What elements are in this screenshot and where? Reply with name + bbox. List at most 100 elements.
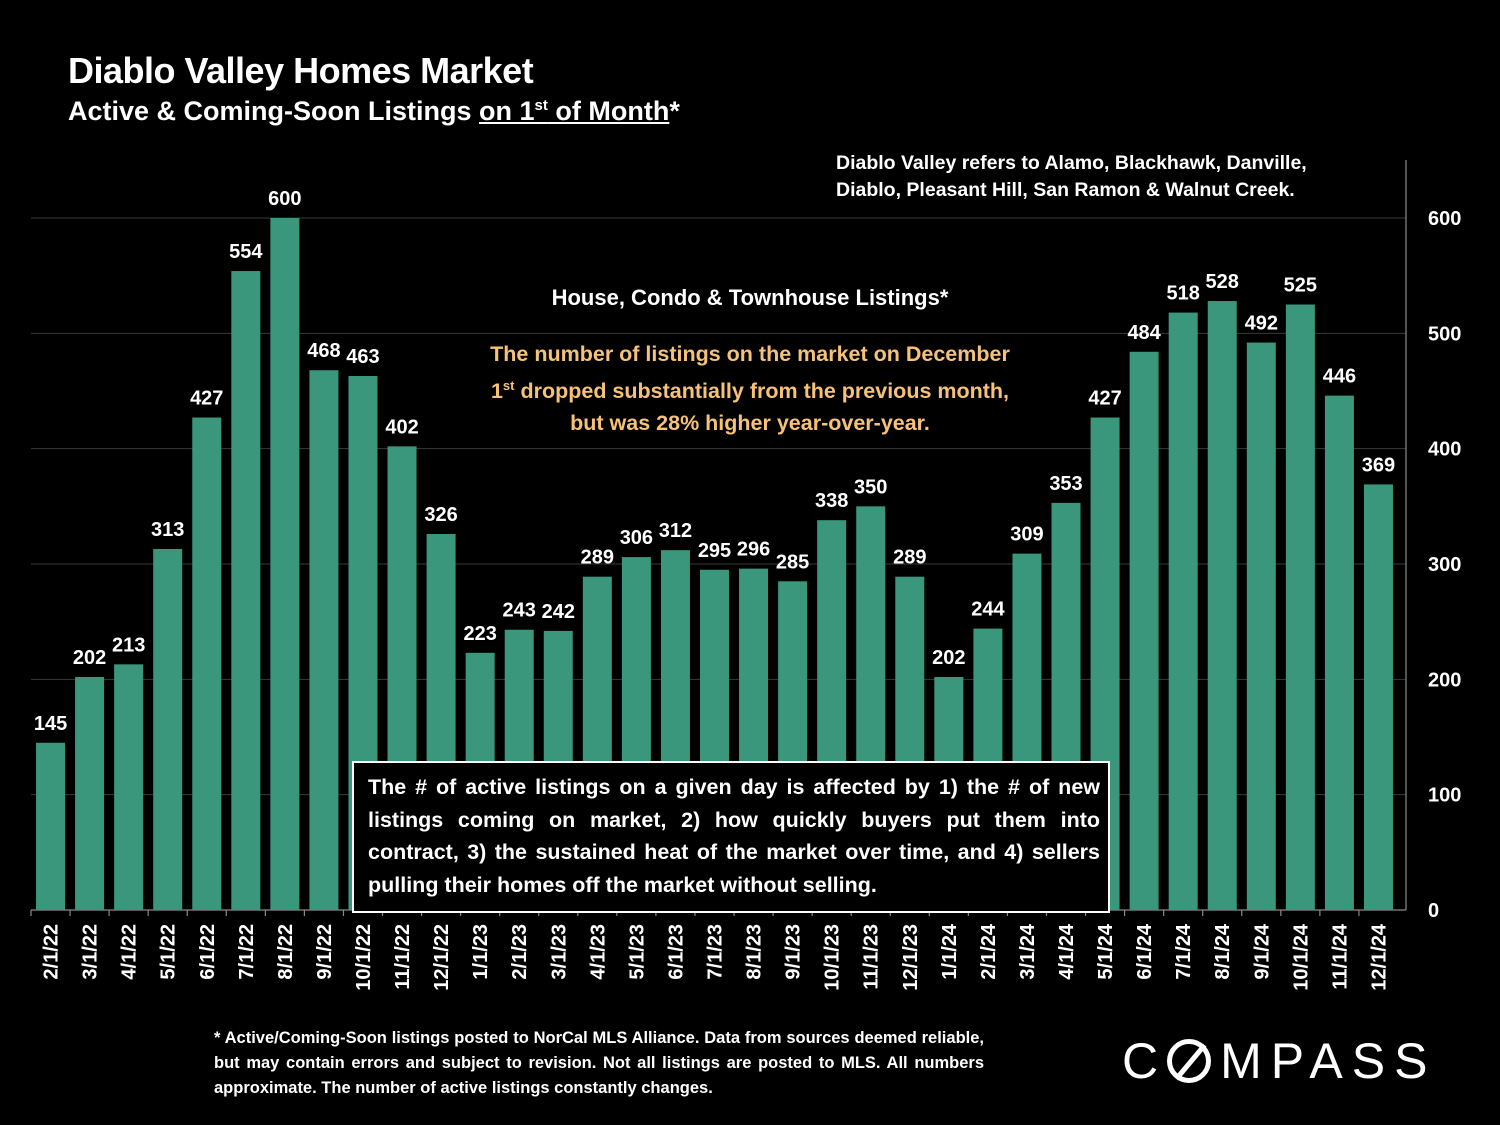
x-tick-label: 8/1/24 xyxy=(1212,923,1234,979)
data-label: 518 xyxy=(1166,283,1199,305)
data-label: 326 xyxy=(424,504,457,526)
data-label: 402 xyxy=(385,416,418,438)
bar xyxy=(1363,484,1393,910)
data-label: 528 xyxy=(1206,271,1239,293)
x-tick-label: 5/1/23 xyxy=(626,924,648,980)
x-tick-label: 4/1/24 xyxy=(1056,923,1078,979)
footnote: * Active/Coming-Soon listings posted to … xyxy=(214,1029,984,1097)
data-label: 525 xyxy=(1284,275,1317,297)
x-tick-label: 8/1/23 xyxy=(744,924,766,980)
x-tick-label: 6/1/24 xyxy=(1134,923,1156,979)
x-tick-label: 12/1/23 xyxy=(900,924,922,991)
bar xyxy=(1207,301,1237,910)
x-tick-label: 5/1/22 xyxy=(158,924,180,980)
x-tick-label: 10/1/23 xyxy=(822,924,844,991)
x-tick-label: 9/1/24 xyxy=(1251,923,1273,979)
data-label: 313 xyxy=(151,519,184,541)
data-label: 463 xyxy=(346,346,379,368)
y-tick-label: 0 xyxy=(1428,900,1439,922)
bar xyxy=(75,677,105,910)
insight-line-3: but was 28% higher year-over-year. xyxy=(570,411,930,436)
data-label: 427 xyxy=(190,388,223,410)
data-label: 309 xyxy=(1010,524,1043,546)
data-label: 242 xyxy=(542,601,575,623)
y-tick-label: 600 xyxy=(1428,208,1461,230)
x-tick-label: 12/1/22 xyxy=(431,924,453,991)
data-label: 468 xyxy=(307,340,340,362)
x-tick-label: 11/1/23 xyxy=(861,924,883,990)
subtitle-asterisk: * xyxy=(669,96,680,126)
chart-subtitle: Active & Coming-Soon Listings on 1st of … xyxy=(68,96,680,127)
subtitle-prefix: Active & Coming-Soon Listings xyxy=(68,96,480,126)
data-label: 202 xyxy=(932,647,965,669)
x-tick-label: 1/1/23 xyxy=(470,924,492,980)
y-tick-label: 500 xyxy=(1428,323,1461,345)
data-label: 289 xyxy=(581,547,614,569)
insight-note: The number of listings on the market on … xyxy=(440,338,1060,439)
x-tick-label: 10/1/24 xyxy=(1290,923,1312,991)
x-tick-label: 2/1/24 xyxy=(978,923,1000,979)
x-tick-label: 2/1/23 xyxy=(509,924,531,980)
x-tick-label: 7/1/24 xyxy=(1173,923,1195,979)
bar xyxy=(153,549,183,910)
compass-o-icon xyxy=(1167,1039,1212,1083)
data-label: 312 xyxy=(659,520,692,542)
bar xyxy=(270,218,300,910)
explanation-box: The # of active listings on a given day … xyxy=(352,761,1110,913)
insight-line-2-num: 1 xyxy=(490,379,503,404)
data-label: 427 xyxy=(1088,388,1121,410)
x-tick-label: 3/1/23 xyxy=(548,924,570,980)
compass-logo: C MPASS xyxy=(1122,1032,1436,1090)
x-tick-label: 1/1/24 xyxy=(939,923,961,979)
bar xyxy=(1324,395,1354,910)
data-label: 306 xyxy=(620,527,653,549)
bar xyxy=(1285,304,1315,910)
data-label: 244 xyxy=(971,599,1005,621)
bar xyxy=(1168,312,1198,910)
x-tick-label: 3/1/22 xyxy=(80,924,102,980)
x-tick-label: 10/1/22 xyxy=(353,924,375,991)
x-tick-label: 4/1/22 xyxy=(119,924,141,980)
bar xyxy=(192,417,222,910)
data-label: 213 xyxy=(112,634,145,656)
y-tick-label: 100 xyxy=(1428,785,1461,807)
y-tick-label: 400 xyxy=(1428,439,1461,461)
subtitle-underlined: on 1st of Month xyxy=(479,96,669,126)
x-tick-label: 12/1/24 xyxy=(1368,923,1390,991)
bar xyxy=(114,664,144,910)
x-tick-label: 9/1/23 xyxy=(783,924,805,980)
x-tick-label: 3/1/24 xyxy=(1017,923,1039,979)
bar xyxy=(309,370,339,910)
data-label: 223 xyxy=(463,623,496,645)
subtitle-superscript: st xyxy=(534,97,548,114)
y-tick-label: 300 xyxy=(1428,554,1461,576)
x-tick-label: 7/1/23 xyxy=(705,924,727,980)
data-label: 285 xyxy=(776,551,809,573)
x-tick-label: 6/1/23 xyxy=(665,924,687,980)
bar xyxy=(1129,351,1159,911)
insight-line-1: The number of listings on the market on … xyxy=(490,342,1010,366)
insight-line-2-rest: dropped substantially from the previous … xyxy=(514,379,1010,404)
x-tick-label: 2/1/22 xyxy=(41,924,63,980)
data-label: 600 xyxy=(268,188,301,210)
region-note: Diablo Valley refers to Alamo, Blackhawk… xyxy=(836,152,1307,201)
data-label: 353 xyxy=(1049,473,1082,495)
data-label: 145 xyxy=(34,713,67,735)
data-label: 446 xyxy=(1323,366,1356,388)
x-tick-label: 11/1/24 xyxy=(1329,923,1351,990)
x-tick-label: 4/1/23 xyxy=(587,924,609,980)
x-tick-label: 11/1/22 xyxy=(392,924,414,990)
x-tick-label: 8/1/22 xyxy=(275,924,297,980)
data-label: 338 xyxy=(815,490,848,512)
series-label: House, Condo & Townhouse Listings* xyxy=(551,285,949,310)
x-tick-label: 9/1/22 xyxy=(314,924,336,980)
data-label: 554 xyxy=(229,241,263,263)
data-label: 295 xyxy=(698,540,731,562)
data-label: 296 xyxy=(737,539,770,561)
data-label: 243 xyxy=(503,600,536,622)
data-label: 369 xyxy=(1362,454,1395,476)
subtitle-ul-post: of Month xyxy=(547,96,670,126)
insight-line-2-sup: st xyxy=(502,378,515,393)
data-label: 484 xyxy=(1127,322,1161,344)
